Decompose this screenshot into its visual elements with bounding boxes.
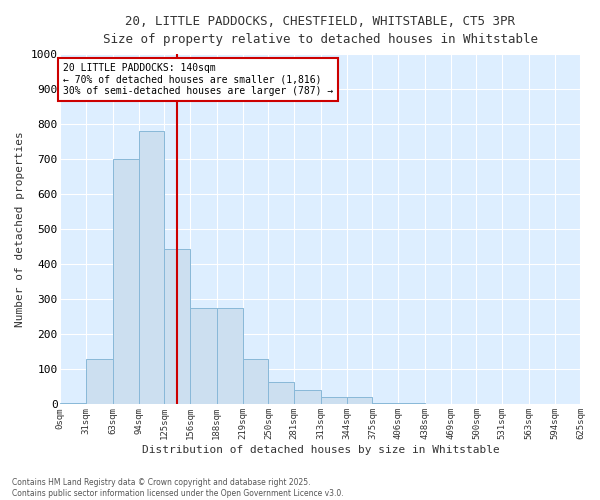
Bar [217, 308, 242, 404]
Bar [242, 359, 268, 405]
Bar [190, 308, 217, 404]
Bar [164, 248, 190, 404]
Text: Contains HM Land Registry data © Crown copyright and database right 2025.
Contai: Contains HM Land Registry data © Crown c… [12, 478, 344, 498]
Bar [113, 159, 139, 404]
Bar [61, 402, 86, 404]
Text: 20 LITTLE PADDOCKS: 140sqm
← 70% of detached houses are smaller (1,816)
30% of s: 20 LITTLE PADDOCKS: 140sqm ← 70% of deta… [63, 63, 333, 96]
Y-axis label: Number of detached properties: Number of detached properties [15, 132, 25, 327]
Bar [321, 398, 347, 404]
Title: 20, LITTLE PADDOCKS, CHESTFIELD, WHITSTABLE, CT5 3PR
Size of property relative t: 20, LITTLE PADDOCKS, CHESTFIELD, WHITSTA… [103, 15, 538, 46]
Bar [398, 402, 425, 404]
Bar [139, 131, 164, 404]
Bar [347, 398, 373, 404]
X-axis label: Distribution of detached houses by size in Whitstable: Distribution of detached houses by size … [142, 445, 499, 455]
Bar [86, 359, 113, 405]
Bar [294, 390, 321, 404]
Bar [268, 382, 294, 404]
Bar [373, 402, 398, 404]
